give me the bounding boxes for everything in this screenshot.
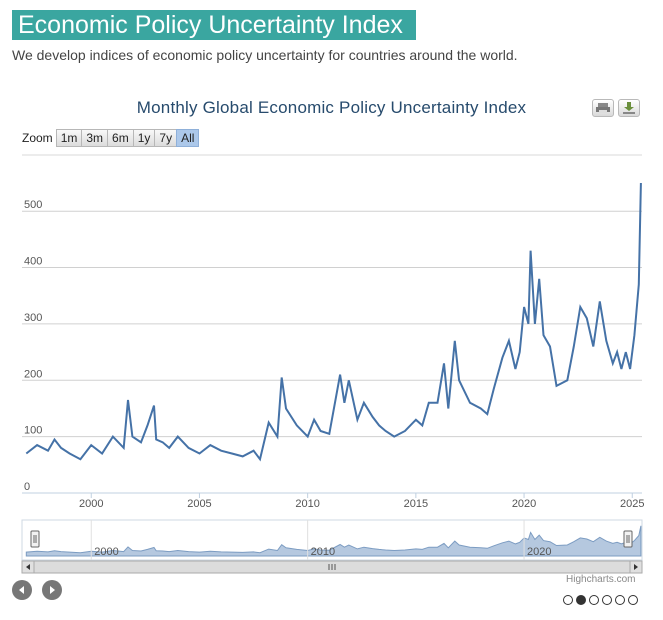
- y-tick-label: 500: [24, 199, 42, 211]
- y-tick-label: 100: [24, 425, 42, 437]
- y-tick-label: 400: [24, 256, 42, 268]
- navigator-area: [25, 525, 642, 557]
- navigator[interactable]: 2000 2010 2020: [21, 519, 643, 561]
- series-line: [25, 182, 642, 462]
- page-title: Economic Policy Uncertainty Index: [12, 10, 416, 40]
- range-button-all[interactable]: All: [176, 129, 200, 147]
- scrollbar[interactable]: [21, 560, 643, 574]
- navigator-tick-label: 2000: [94, 546, 118, 558]
- x-tick-label: 2000: [79, 498, 103, 510]
- carousel-dot[interactable]: [615, 595, 625, 605]
- download-icon: [623, 102, 635, 114]
- navigator-handle-right[interactable]: [623, 530, 633, 548]
- carousel-dot[interactable]: [576, 595, 586, 605]
- chevron-right-icon: [634, 564, 638, 570]
- carousel-dot[interactable]: [589, 595, 599, 605]
- prev-slide-button[interactable]: [12, 580, 32, 600]
- carousel-indicators: [563, 595, 638, 605]
- chevron-left-icon: [26, 564, 30, 570]
- y-tick-label: 0: [24, 481, 30, 493]
- page-subtitle: We develop indices of economic policy un…: [12, 47, 518, 63]
- range-selector: Zoom 1m 3m 6m 1y 7y All: [22, 129, 200, 147]
- next-slide-button[interactable]: [42, 580, 62, 600]
- print-button[interactable]: [592, 99, 614, 117]
- y-tick-label: 200: [24, 368, 42, 380]
- range-button-6m[interactable]: 6m: [107, 129, 134, 147]
- download-button[interactable]: [618, 99, 640, 117]
- arrow-left-icon: [19, 586, 24, 594]
- printer-icon: [596, 103, 610, 113]
- x-tick-label: 2005: [187, 498, 211, 510]
- carousel-dot[interactable]: [628, 595, 638, 605]
- chart-title: Monthly Global Economic Policy Uncertain…: [136, 98, 527, 117]
- navigator-handle-left[interactable]: [30, 530, 40, 548]
- x-tick-label: 2015: [404, 498, 428, 510]
- carousel-dot[interactable]: [602, 595, 612, 605]
- zoom-label: Zoom: [22, 131, 53, 145]
- x-tick-label: 2010: [295, 498, 319, 510]
- range-button-1y[interactable]: 1y: [132, 129, 156, 147]
- x-tick-label: 2020: [512, 498, 536, 510]
- y-tick-label: 300: [24, 312, 42, 324]
- navigator-tick-label: 2020: [527, 546, 551, 558]
- credits-link[interactable]: Highcharts.com: [566, 574, 636, 585]
- x-tick-label: 2025: [620, 498, 644, 510]
- range-button-7y[interactable]: 7y: [154, 129, 178, 147]
- arrow-right-icon: [50, 586, 55, 594]
- carousel-dot[interactable]: [563, 595, 573, 605]
- navigator-tick-label: 2010: [311, 546, 335, 558]
